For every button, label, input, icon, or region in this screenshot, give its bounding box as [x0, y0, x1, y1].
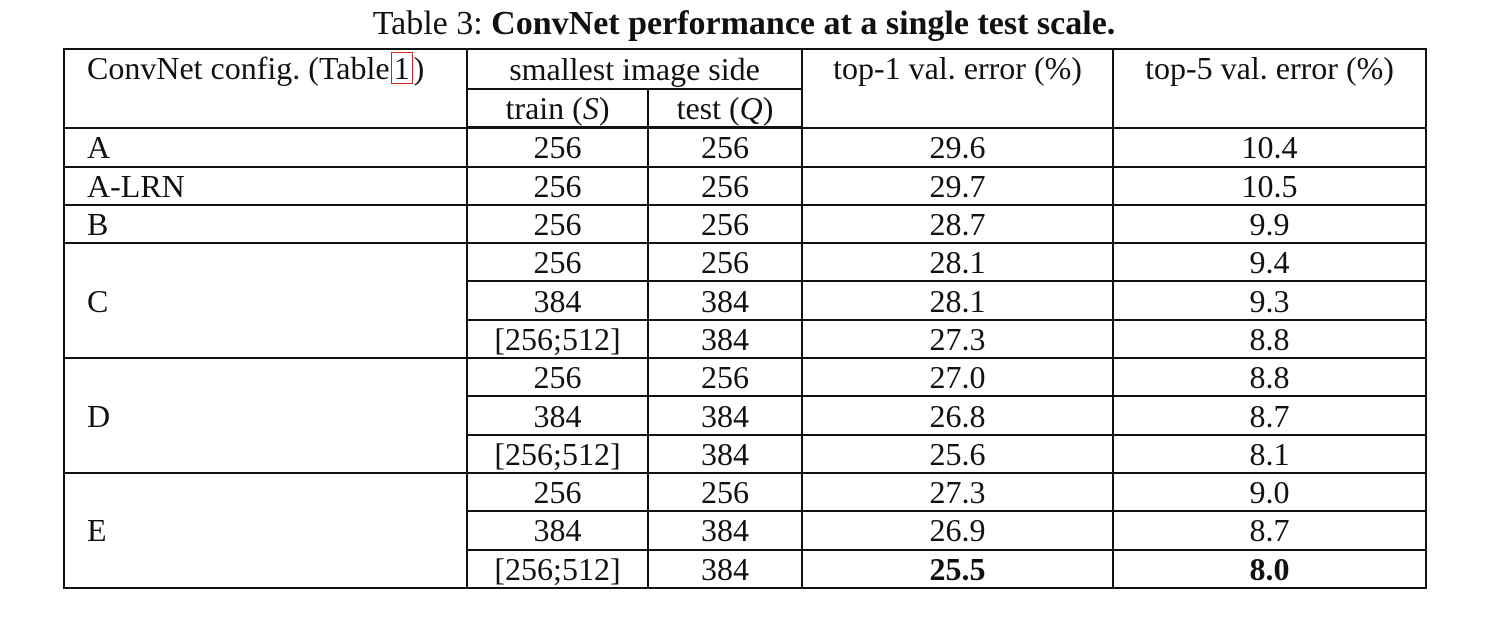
- cell-top1: 26.9: [801, 510, 1115, 551]
- cell-top5: 9.0: [1112, 471, 1428, 513]
- table-row: [256;512] 384 25.5 8.0: [64, 548, 1428, 589]
- cell-top5: 9.4: [1112, 242, 1428, 283]
- caption-label: Table 3:: [372, 5, 492, 42]
- header-top1: top-1 val. error (%): [801, 48, 1115, 129]
- cell-config: D: [63, 357, 468, 474]
- cell-test: 384: [646, 510, 804, 551]
- cell-top1: 27.3: [801, 318, 1115, 360]
- cell-top1: 27.3: [801, 471, 1115, 513]
- table-row: C 256 256 28.1 9.4: [63, 242, 1428, 360]
- cell-train: 256: [466, 126, 649, 168]
- table-row: E 256 256 27.3 9.0: [63, 471, 1428, 589]
- cell-test: 384: [646, 280, 804, 321]
- table-caption: Table 3: ConvNet performance at a single…: [0, 2, 1488, 46]
- table-row: D 256 256 27.0 8.8: [63, 357, 1428, 474]
- table-row: A-LRN 256 256 29.7 10.5: [63, 165, 1428, 206]
- cell-top5: 9.3: [1112, 280, 1428, 321]
- cell-test: 384: [646, 395, 804, 436]
- cell-train: 384: [466, 510, 649, 551]
- cell-test: 384: [646, 318, 804, 360]
- cell-top5: 9.9: [1112, 203, 1428, 245]
- cell-test: 256: [646, 203, 804, 245]
- results-table: ConvNet config. (Table 1) smallest image …: [63, 48, 1428, 589]
- cell-train: 384: [466, 280, 649, 321]
- cell-top1: 28.7: [801, 203, 1115, 245]
- table-row: 384 384 26.9 8.7: [64, 510, 1428, 551]
- cell-top1: 25.5: [801, 548, 1115, 589]
- cell-train: 256: [466, 203, 649, 245]
- cell-test: 256: [646, 242, 804, 283]
- header-train: train (S): [466, 88, 649, 130]
- table-body: A 256 256 29.6 10.4 A-LRN 256 256 29.7 10.5 B 256 25…: [63, 126, 1428, 589]
- header-config: ConvNet config. (Table 1): [63, 48, 468, 129]
- cell-top5: 8.8: [1112, 318, 1428, 360]
- cell-top1: 27.0: [801, 357, 1115, 398]
- cell-top1: 29.7: [801, 165, 1115, 206]
- caption-title: ConvNet performance at a single test sca…: [491, 5, 1116, 42]
- table-row: [256;512] 384 27.3 8.8: [64, 318, 1428, 360]
- header-row-1: ConvNet config. (Table 1) smallest image …: [63, 48, 1428, 129]
- table-row: 384 384 28.1 9.3: [64, 280, 1428, 321]
- cell-top1: 28.1: [801, 280, 1115, 321]
- cell-config: A-LRN: [63, 165, 468, 206]
- header-image-side: smallest image side: [465, 48, 804, 90]
- cell-test: 384: [646, 433, 804, 474]
- cell-top5: 8.7: [1112, 395, 1428, 436]
- cell-test: 256: [646, 126, 804, 168]
- cell-test: 256: [646, 165, 804, 206]
- cell-train: 384: [466, 395, 649, 436]
- cell-top1: 29.6: [801, 126, 1115, 168]
- cell-top5: 8.8: [1112, 357, 1428, 398]
- cell-test: 256: [646, 357, 804, 398]
- table-row: 384 384 26.8 8.7: [64, 395, 1428, 436]
- cell-top5: 8.0: [1112, 548, 1428, 589]
- cell-train: 256: [466, 471, 649, 513]
- cell-top5: 10.5: [1112, 165, 1428, 206]
- cell-train: [256;512]: [466, 548, 649, 589]
- header-top5: top-5 val. error (%): [1112, 48, 1428, 129]
- cell-top1: 26.8: [801, 395, 1115, 436]
- cell-train: 256: [466, 165, 649, 206]
- cell-top5: 10.4: [1112, 126, 1428, 168]
- cell-top5: 8.7: [1112, 510, 1428, 551]
- cell-config: E: [63, 471, 468, 589]
- header-row-2: train (S) test (Q): [64, 88, 1426, 130]
- table-ref-link[interactable]: 1: [390, 52, 413, 84]
- table-row: A 256 256 29.6 10.4: [63, 126, 1428, 168]
- cell-top1: 28.1: [801, 242, 1115, 283]
- cell-config: B: [63, 203, 468, 245]
- cell-train: 256: [466, 357, 649, 398]
- cell-top1: 25.6: [801, 433, 1115, 474]
- cell-config: A: [63, 126, 468, 168]
- cell-train: [256;512]: [466, 318, 649, 360]
- cell-test: 384: [646, 548, 804, 589]
- cell-train: 256: [466, 242, 649, 283]
- cell-test: 256: [646, 471, 804, 513]
- cell-train: [256;512]: [466, 433, 649, 474]
- table-row: B 256 256 28.7 9.9: [63, 203, 1428, 245]
- table-row: [256;512] 384 25.6 8.1: [64, 433, 1428, 474]
- cell-top5: 8.1: [1112, 433, 1428, 474]
- cell-config: C: [63, 242, 468, 360]
- header-test: test (Q): [646, 88, 804, 130]
